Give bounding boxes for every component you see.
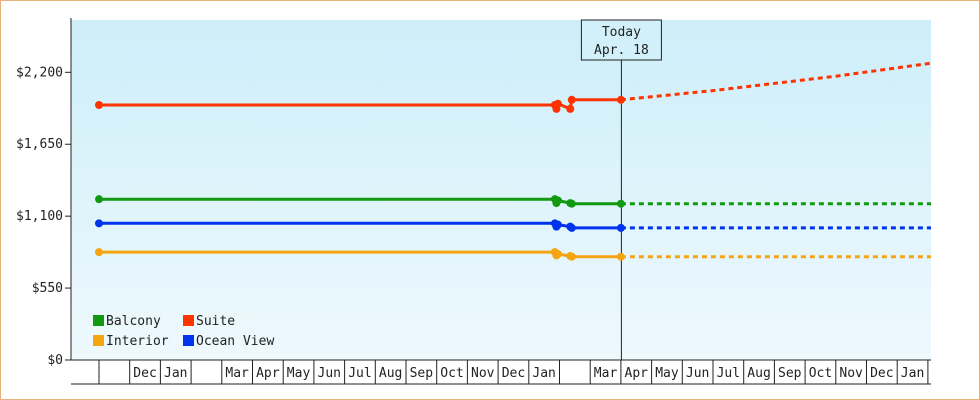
data-point[interactable] bbox=[95, 219, 103, 228]
month-label: Apr bbox=[625, 366, 649, 381]
legend-swatch bbox=[93, 315, 104, 326]
data-point[interactable] bbox=[553, 99, 562, 108]
data-point[interactable] bbox=[567, 252, 576, 261]
data-point[interactable] bbox=[553, 250, 562, 259]
month-label: Aug bbox=[747, 366, 770, 381]
legend-label[interactable]: Balcony bbox=[106, 314, 161, 329]
legend-swatch bbox=[93, 335, 104, 346]
month-label: May bbox=[287, 366, 311, 381]
data-point[interactable] bbox=[567, 199, 576, 208]
legend-label[interactable]: Suite bbox=[196, 314, 235, 329]
data-point[interactable] bbox=[616, 223, 625, 232]
month-label: Dec bbox=[502, 366, 525, 381]
data-point[interactable] bbox=[95, 248, 103, 257]
month-label: Oct bbox=[809, 366, 832, 381]
plot-area bbox=[71, 20, 931, 360]
data-point[interactable] bbox=[95, 195, 103, 204]
month-label: May bbox=[655, 366, 679, 381]
month-label: Jun bbox=[686, 366, 709, 381]
month-label: Mar bbox=[225, 366, 249, 381]
y-tick-label: $2,200 bbox=[16, 65, 63, 80]
month-label: Jan bbox=[164, 366, 187, 381]
today-box bbox=[580, 19, 662, 61]
month-label: Jul bbox=[348, 366, 371, 381]
legend-label[interactable]: Interior bbox=[106, 334, 169, 349]
data-point[interactable] bbox=[616, 252, 625, 261]
data-point[interactable] bbox=[95, 101, 103, 109]
legend-label[interactable]: Ocean View bbox=[196, 334, 274, 349]
month-label: Oct bbox=[440, 366, 463, 381]
month-label: Aug bbox=[379, 366, 402, 381]
data-point[interactable] bbox=[616, 95, 625, 104]
month-label: Jun bbox=[318, 366, 341, 381]
month-label: Apr bbox=[256, 366, 280, 381]
month-label: Jan bbox=[901, 366, 924, 381]
today-date: Apr. 18 bbox=[594, 43, 649, 58]
month-label: Dec bbox=[870, 366, 893, 381]
data-point[interactable] bbox=[567, 95, 576, 104]
y-tick-label: $550 bbox=[32, 281, 63, 296]
y-tick-label: $0 bbox=[47, 353, 63, 368]
month-label: Mar bbox=[594, 366, 618, 381]
month-label: Nov bbox=[839, 366, 863, 381]
data-point[interactable] bbox=[566, 104, 575, 113]
month-label: Sep bbox=[410, 366, 434, 381]
legend-swatch bbox=[183, 315, 194, 326]
data-point[interactable] bbox=[567, 223, 576, 232]
data-point[interactable] bbox=[616, 199, 625, 208]
data-point[interactable] bbox=[553, 196, 562, 205]
today-label: Today bbox=[602, 25, 641, 40]
series-forecast-suite bbox=[620, 61, 932, 102]
month-label: Nov bbox=[471, 366, 495, 381]
data-point[interactable] bbox=[553, 220, 562, 229]
legend-swatch bbox=[183, 335, 194, 346]
y-tick-label: $1,100 bbox=[16, 209, 63, 224]
month-label: Jan bbox=[532, 366, 555, 381]
month-label: Sep bbox=[778, 366, 802, 381]
y-tick-label: $1,650 bbox=[16, 137, 63, 152]
month-label: Jul bbox=[717, 366, 740, 381]
month-label: Dec bbox=[133, 366, 156, 381]
